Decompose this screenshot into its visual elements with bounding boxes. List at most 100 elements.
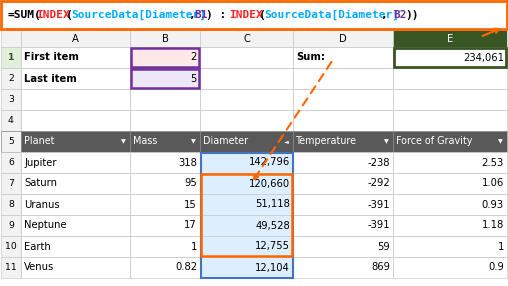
Bar (130, 152, 200, 173)
Text: (: ( (259, 10, 265, 20)
Bar (200, 194, 293, 215)
Bar (1, 173, 21, 194)
Text: B2: B2 (393, 10, 406, 20)
Text: 9: 9 (8, 221, 14, 230)
Bar (200, 152, 293, 173)
Bar (21, 173, 130, 194)
Bar (293, 236, 393, 257)
Text: -292: -292 (367, 178, 390, 188)
Bar (293, 257, 393, 278)
Bar (293, 131, 393, 152)
Bar (1, 110, 21, 131)
Bar (130, 257, 200, 278)
Bar (130, 68, 200, 89)
Bar (130, 47, 200, 68)
Bar (393, 30, 507, 47)
Bar (293, 131, 393, 152)
Text: 120,660: 120,660 (249, 178, 290, 188)
Text: -391: -391 (367, 221, 390, 231)
Text: Mass: Mass (133, 136, 157, 146)
Text: Diameter: Diameter (203, 136, 248, 146)
Bar (21, 89, 130, 110)
Bar (21, 110, 130, 131)
Bar (130, 173, 200, 194)
Bar (1, 68, 21, 89)
Bar (393, 47, 507, 68)
Text: Force of Gravity: Force of Gravity (396, 136, 472, 146)
Bar (1, 1, 507, 29)
Text: Last item: Last item (24, 74, 77, 84)
Bar (21, 152, 130, 173)
Text: 95: 95 (184, 178, 197, 188)
Bar (1, 89, 21, 110)
Text: 49,528: 49,528 (255, 221, 290, 231)
Bar (200, 110, 293, 131)
Bar (1, 30, 21, 47)
Bar (1, 215, 21, 236)
Text: SourceData[Diameter]: SourceData[Diameter] (71, 10, 206, 20)
Bar (21, 110, 130, 131)
Bar (130, 194, 200, 215)
Text: Sum:: Sum: (296, 53, 325, 63)
Bar (1, 47, 21, 68)
Bar (200, 215, 293, 236)
Bar (1, 215, 21, 236)
Text: D: D (339, 33, 347, 43)
Bar (1, 1, 507, 29)
Bar (130, 194, 200, 215)
Bar (1, 131, 21, 152)
Text: ▼: ▼ (190, 139, 196, 144)
Text: ) :: ) : (206, 10, 233, 20)
Text: 2: 2 (190, 53, 197, 63)
Bar (130, 236, 200, 257)
Text: Uranus: Uranus (24, 200, 59, 210)
Bar (200, 236, 293, 257)
Bar (293, 89, 393, 110)
Text: 12,755: 12,755 (255, 241, 290, 251)
Bar (200, 47, 293, 68)
Text: 4: 4 (8, 116, 14, 125)
Bar (293, 68, 393, 89)
Text: 7: 7 (8, 179, 14, 188)
Bar (1, 110, 21, 131)
Bar (393, 257, 507, 278)
Bar (130, 30, 200, 47)
Text: ▼: ▼ (498, 139, 502, 144)
Bar (1, 131, 21, 152)
Text: 6: 6 (8, 158, 14, 167)
Bar (21, 194, 130, 215)
Text: Saturn: Saturn (24, 178, 57, 188)
Bar (21, 194, 130, 215)
Text: B1: B1 (194, 10, 208, 20)
Text: E: E (447, 33, 453, 43)
Bar (293, 215, 393, 236)
Bar (130, 236, 200, 257)
Bar (1, 47, 21, 68)
Bar (293, 215, 393, 236)
Bar (393, 194, 507, 215)
Text: =SUM(: =SUM( (7, 10, 41, 20)
Bar (130, 89, 200, 110)
Text: 0.82: 0.82 (175, 263, 197, 273)
Bar (1, 173, 21, 194)
Bar (200, 257, 293, 278)
Text: -238: -238 (367, 158, 390, 168)
Bar (21, 236, 130, 257)
Bar (293, 47, 393, 68)
Text: A: A (72, 33, 79, 43)
Bar (293, 30, 393, 47)
Text: ,: , (188, 10, 195, 20)
Bar (293, 152, 393, 173)
Bar (200, 68, 293, 89)
Text: 1: 1 (498, 241, 504, 251)
Bar (21, 257, 130, 278)
Bar (21, 236, 130, 257)
Bar (130, 257, 200, 278)
Bar (21, 47, 130, 68)
Bar (21, 68, 130, 89)
Text: 0.9: 0.9 (488, 263, 504, 273)
Bar (393, 68, 507, 89)
Bar (21, 173, 130, 194)
Bar (201, 174, 292, 256)
Bar (1, 89, 21, 110)
